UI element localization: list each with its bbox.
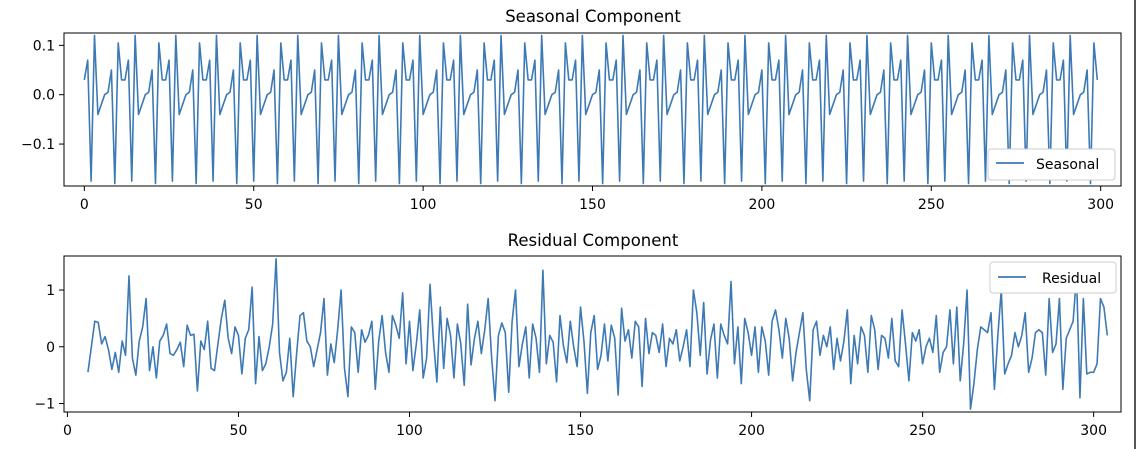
seasonal-title: Seasonal Component (505, 7, 681, 26)
window-right-edge (1134, 0, 1136, 449)
seasonal-x-tick-label: 150 (579, 197, 606, 213)
seasonal-x-tick-label: 100 (410, 197, 437, 213)
seasonal-x-ticks: 0 50 100 150 200 250 300 (80, 186, 1114, 213)
residual-y-tick-label: 0 (46, 340, 55, 356)
residual-x-tick-label: 150 (567, 423, 594, 439)
residual-x-tick-label: 100 (396, 423, 423, 439)
residual-legend: Residual (989, 261, 1117, 294)
seasonal-legend-label: Seasonal (1036, 157, 1099, 173)
seasonal-series-line (83, 34, 1099, 185)
seasonal-x-tick-label: 250 (918, 197, 945, 213)
seasonal-legend-box (987, 148, 1116, 181)
residual-title: Residual Component (508, 231, 679, 250)
residual-y-tick-label: 1 (46, 283, 55, 299)
residual-y-ticks: 1 0 −1 (34, 283, 64, 412)
seasonal-x-tick-label: 200 (749, 197, 776, 213)
residual-y-tick-label: −1 (34, 396, 55, 412)
residual-plot-frame (63, 255, 1122, 413)
seasonal-x-tick-label: 50 (245, 197, 263, 213)
seasonal-x-tick-label: 0 (80, 197, 89, 213)
residual-x-tick-label: 300 (1080, 423, 1107, 439)
residual-x-ticks: 0 50 100 150 200 250 300 (63, 412, 1107, 439)
seasonal-legend: Seasonal (987, 148, 1116, 181)
seasonal-y-tick-label: −0.1 (21, 137, 55, 153)
residual-axes: Residual Component 0 50 100 150 200 250 300 1 0… (34, 231, 1122, 439)
seasonal-axes: Seasonal Component 0 50 100 150 200 250 300 0.… (21, 7, 1122, 213)
residual-x-tick-label: 0 (63, 423, 72, 439)
seasonal-y-tick-label: 0.1 (33, 38, 55, 54)
residual-legend-box (989, 261, 1117, 294)
residual-x-tick-label: 200 (738, 423, 765, 439)
residual-x-tick-label: 250 (909, 423, 936, 439)
seasonal-y-tick-label: 0.0 (33, 88, 55, 104)
residual-x-tick-label: 50 (230, 423, 248, 439)
residual-series-line (87, 258, 1109, 410)
residual-legend-label: Residual (1042, 271, 1101, 287)
seasonal-plot-frame (63, 32, 1122, 187)
seasonal-y-ticks: 0.1 0.0 −0.1 (21, 38, 64, 153)
seasonal-x-tick-label: 300 (1087, 197, 1114, 213)
